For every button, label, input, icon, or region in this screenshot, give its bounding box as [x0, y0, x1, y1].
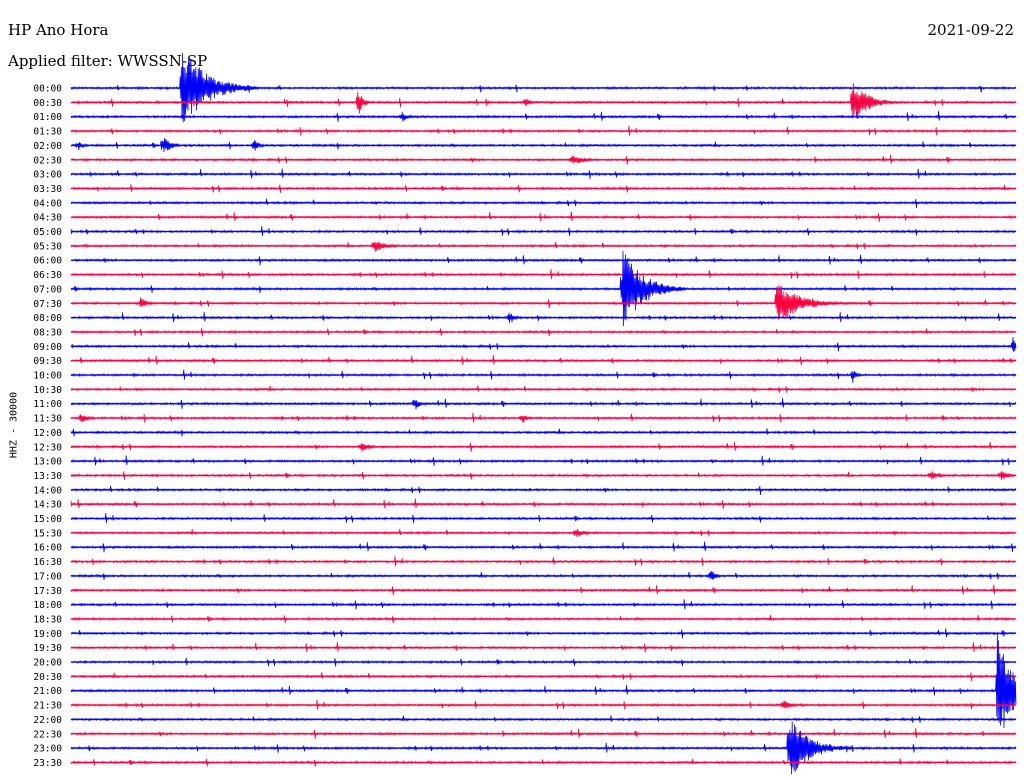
row-time-label: 15:00 — [33, 514, 62, 525]
row-time-label: 11:30 — [33, 414, 62, 425]
row-time-label: 06:00 — [33, 256, 62, 267]
row-time-label: 19:00 — [33, 629, 62, 640]
row-time-label: 04:00 — [33, 198, 62, 209]
row-time-label: 07:00 — [33, 284, 62, 295]
row-time-label: 09:00 — [33, 342, 62, 353]
trace-line — [70, 485, 1017, 495]
row-time-label: 03:30 — [33, 184, 62, 195]
row-time-label: 14:30 — [33, 500, 62, 511]
row-time-label: 11:00 — [33, 399, 62, 410]
row-time-label: 02:30 — [33, 155, 62, 166]
row-time-label: 16:00 — [33, 543, 62, 554]
row-time-label: 18:00 — [33, 600, 62, 611]
row-time-label: 02:00 — [33, 141, 62, 152]
row-time-label: 12:30 — [33, 442, 62, 453]
row-time-label: 20:00 — [33, 658, 62, 669]
row-time-label: 17:30 — [33, 586, 62, 597]
row-time-label: 01:00 — [33, 112, 62, 123]
row-time-label: 08:30 — [33, 327, 62, 338]
row-time-label: 10:30 — [33, 385, 62, 396]
row-time-label: 13:30 — [33, 471, 62, 482]
row-time-label: 09:30 — [33, 356, 62, 367]
row-time-label: 06:30 — [33, 270, 62, 281]
row-time-label: 01:30 — [33, 127, 62, 138]
row-time-label: 00:30 — [33, 98, 62, 109]
row-time-label: 04:30 — [33, 213, 62, 224]
row-time-label: 05:30 — [33, 241, 62, 252]
row-time-label: 07:30 — [33, 299, 62, 310]
row-time-label: 13:00 — [33, 457, 62, 468]
row-time-label: 16:30 — [33, 557, 62, 568]
row-time-label: 23:30 — [33, 758, 62, 769]
station-title: HP Ano Hora — [8, 21, 109, 39]
trace-line — [70, 672, 1017, 682]
row-time-label: 10:00 — [33, 371, 62, 382]
row-time-label: 12:00 — [33, 428, 62, 439]
row-time-label: 15:30 — [33, 528, 62, 539]
row-time-label: 19:30 — [33, 643, 62, 654]
row-time-label: 20:30 — [33, 672, 62, 683]
trace-date: 2021-09-22 — [927, 21, 1014, 39]
trace-line — [70, 369, 1017, 383]
row-time-label: 05:00 — [33, 227, 62, 238]
row-time-label: 21:30 — [33, 701, 62, 712]
row-time-label: 08:00 — [33, 313, 62, 324]
row-time-label: 23:00 — [33, 744, 62, 755]
row-time-label: 21:00 — [33, 686, 62, 697]
trace-line — [70, 198, 1017, 208]
row-time-label: 17:00 — [33, 571, 62, 582]
row-time-label: 22:30 — [33, 729, 62, 740]
row-time-label: 22:00 — [33, 715, 62, 726]
row-time-label: 18:30 — [33, 614, 62, 625]
filter-label: Applied filter: WWSSN-SP — [8, 52, 208, 70]
trace-line — [70, 241, 1017, 252]
trace-line — [70, 337, 1017, 352]
row-time-label: 03:00 — [33, 170, 62, 181]
row-time-label: 14:00 — [33, 485, 62, 496]
row-time-label: 00:00 — [33, 84, 62, 95]
